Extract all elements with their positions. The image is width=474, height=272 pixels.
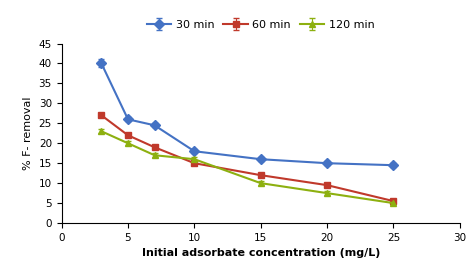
X-axis label: Initial adsorbate concentration (mg/L): Initial adsorbate concentration (mg/L) <box>142 248 380 258</box>
Y-axis label: % F- removal: % F- removal <box>23 97 33 170</box>
Legend: 30 min, 60 min, 120 min: 30 min, 60 min, 120 min <box>143 16 379 34</box>
